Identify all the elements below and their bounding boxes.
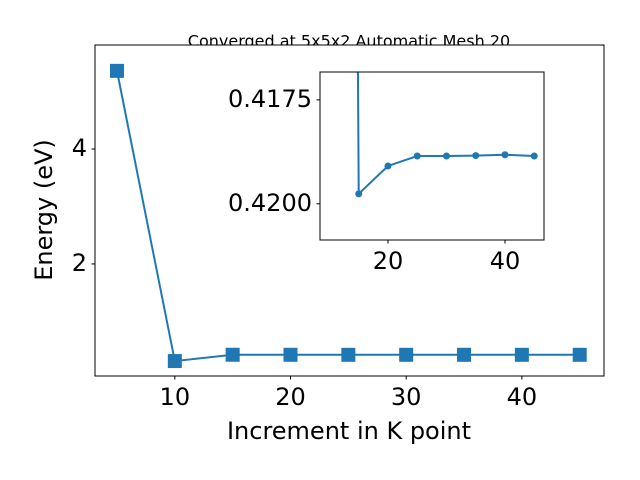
y-tick-label: 0.4175 bbox=[228, 85, 312, 113]
x-tick-label: 30 bbox=[391, 383, 422, 411]
marker bbox=[225, 347, 240, 362]
y-tick-label: 0.4200 bbox=[228, 189, 312, 217]
series bbox=[355, 72, 538, 198]
marker bbox=[572, 347, 587, 362]
x-tick-label: 40 bbox=[490, 247, 521, 275]
marker bbox=[530, 152, 538, 160]
marker bbox=[442, 152, 450, 160]
marker bbox=[413, 152, 421, 160]
marker bbox=[457, 347, 472, 362]
marker bbox=[167, 354, 182, 369]
marker bbox=[283, 347, 298, 362]
marker bbox=[109, 63, 124, 78]
marker bbox=[384, 162, 392, 170]
marker bbox=[355, 190, 363, 198]
axes-frame bbox=[319, 71, 545, 241]
axes-frame bbox=[94, 44, 605, 377]
x-axis-label: Increment in K point bbox=[227, 417, 471, 445]
x-tick-label: 40 bbox=[507, 383, 538, 411]
line bbox=[356, 72, 535, 197]
y-axis-label: Energy (eV) bbox=[30, 139, 58, 281]
marker bbox=[341, 347, 356, 362]
marker bbox=[399, 347, 414, 362]
marker bbox=[501, 151, 509, 159]
series bbox=[109, 63, 587, 369]
y-tick-label: 2 bbox=[72, 249, 87, 277]
marker bbox=[472, 152, 480, 160]
x-tick-label: 10 bbox=[160, 383, 191, 411]
x-tick-label: 20 bbox=[275, 383, 306, 411]
marker bbox=[514, 347, 529, 362]
x-tick-label: 20 bbox=[373, 247, 404, 275]
y-tick-label: 4 bbox=[72, 134, 87, 162]
